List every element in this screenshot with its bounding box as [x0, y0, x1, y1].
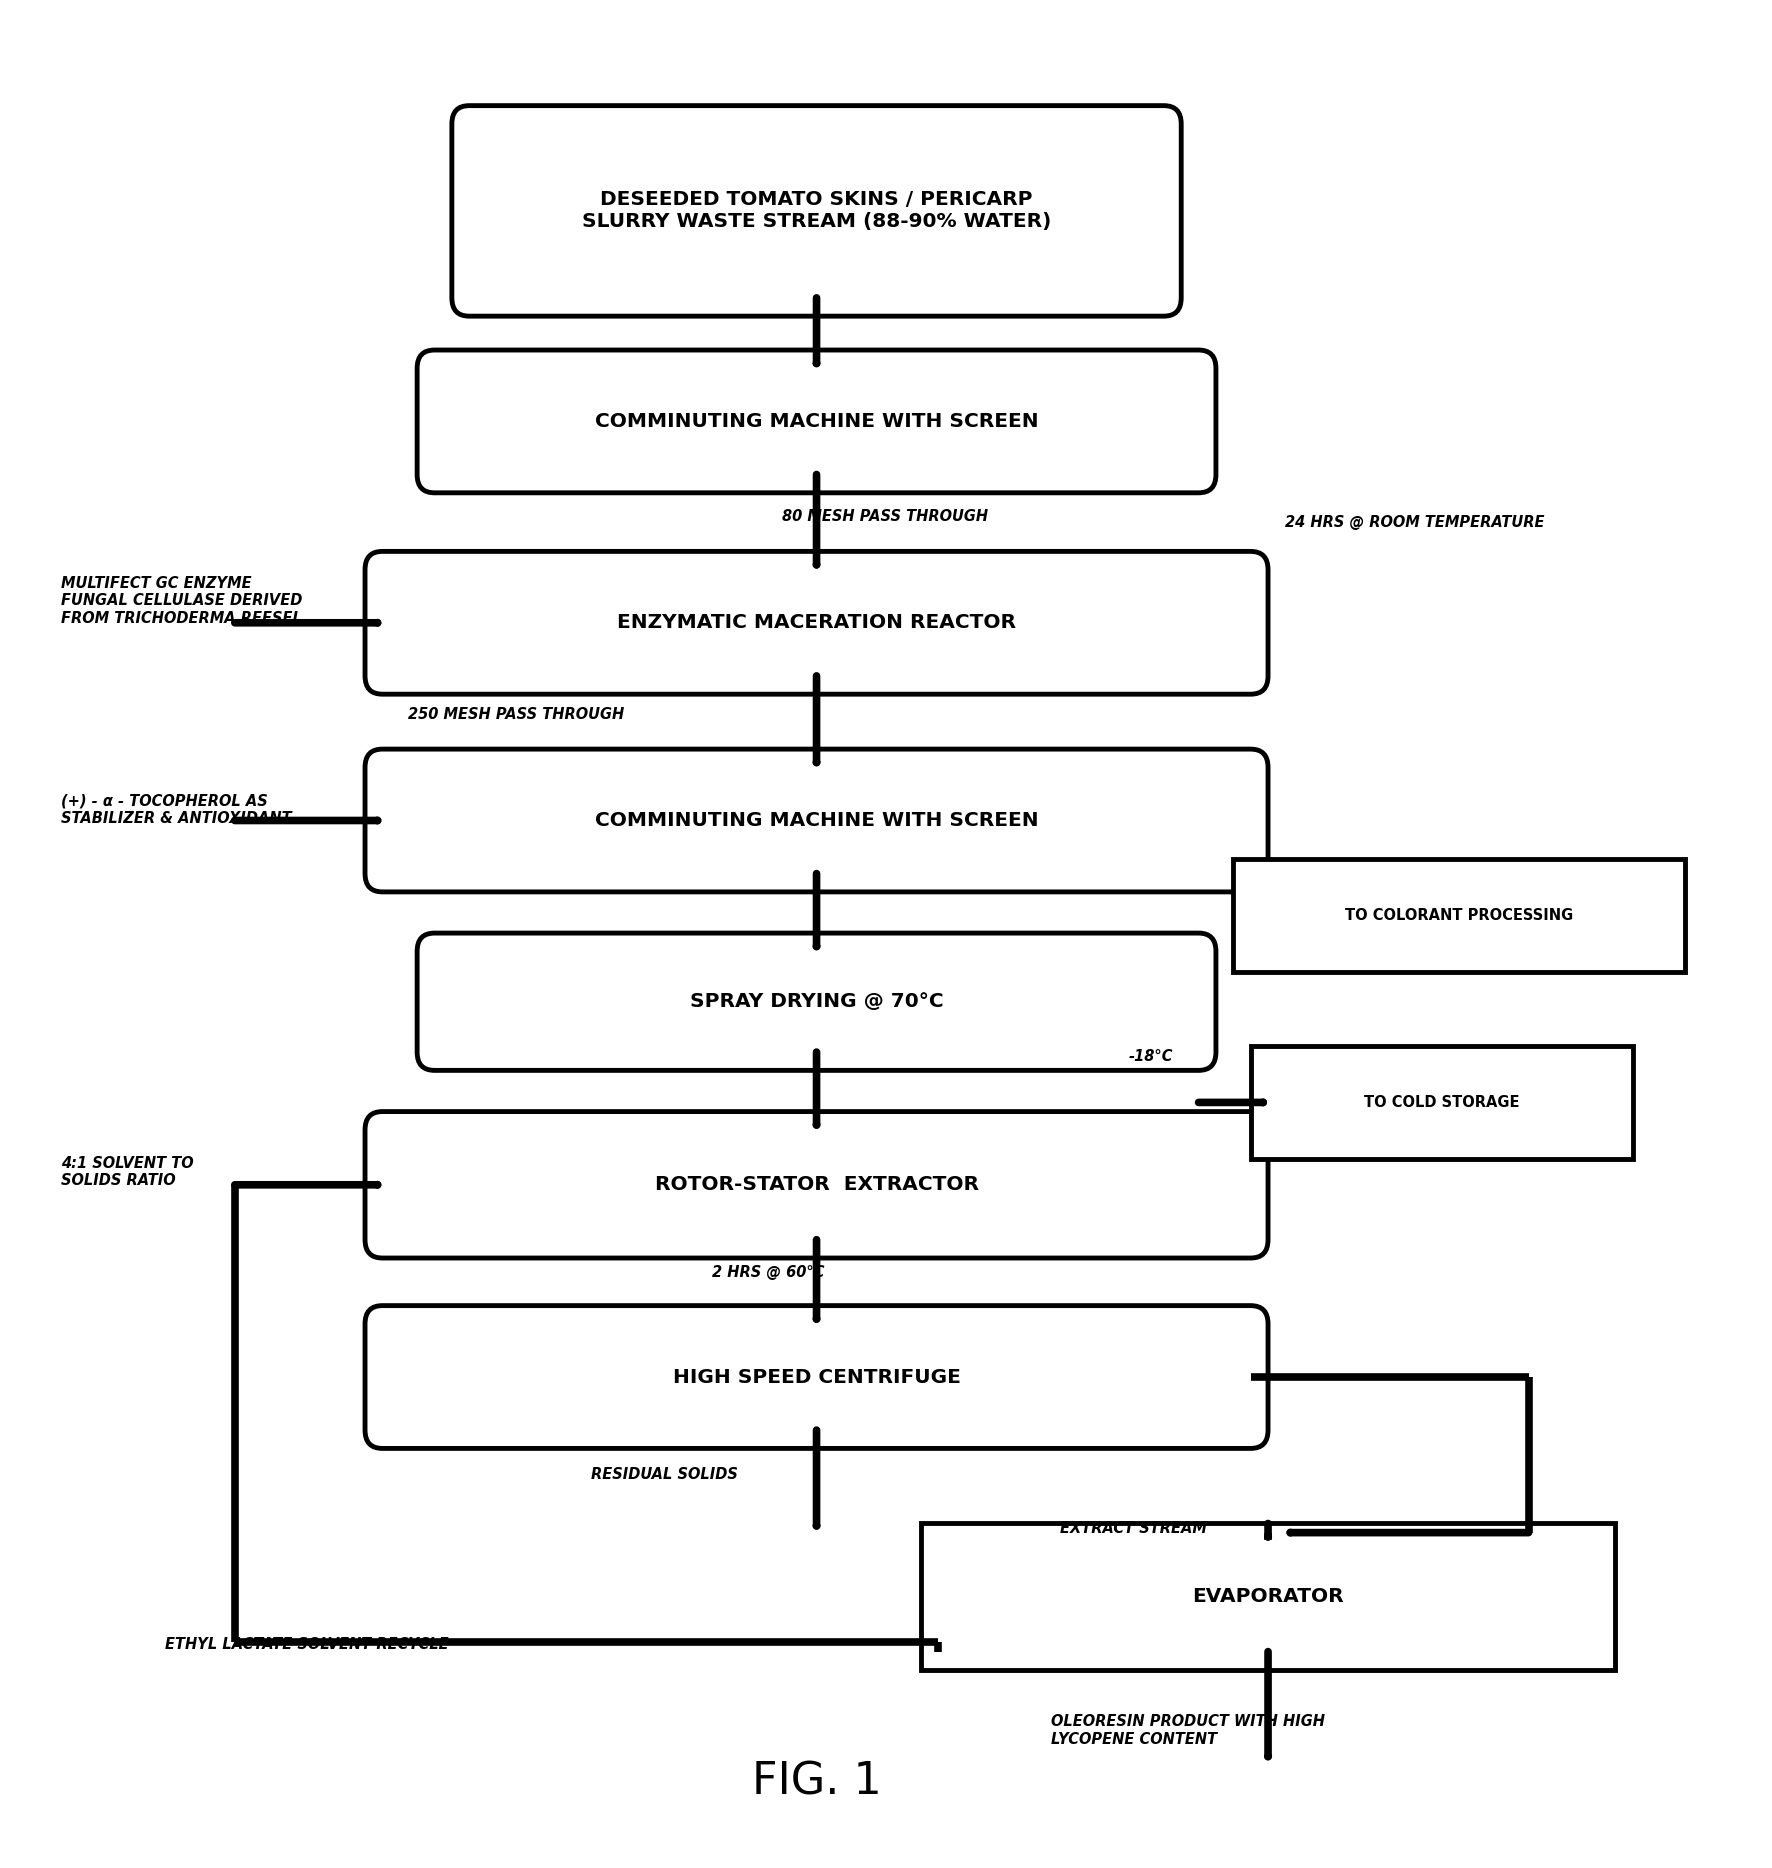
Text: COMMINUTING MACHINE WITH SCREEN: COMMINUTING MACHINE WITH SCREEN — [595, 811, 1038, 829]
FancyBboxPatch shape — [452, 106, 1182, 316]
FancyBboxPatch shape — [365, 749, 1269, 891]
FancyBboxPatch shape — [416, 349, 1216, 493]
Text: COMMINUTING MACHINE WITH SCREEN: COMMINUTING MACHINE WITH SCREEN — [595, 413, 1038, 432]
FancyBboxPatch shape — [1233, 859, 1685, 973]
Text: FIG. 1: FIG. 1 — [751, 1760, 881, 1804]
FancyBboxPatch shape — [365, 1111, 1269, 1257]
Text: ROTOR-STATOR  EXTRACTOR: ROTOR-STATOR EXTRACTOR — [654, 1175, 978, 1194]
Text: (+) - α - TOCOPHEROL AS
STABILIZER & ANTIOXIDANT: (+) - α - TOCOPHEROL AS STABILIZER & ANT… — [60, 794, 292, 826]
Text: ETHYL LACTATE SOLVENT RECYCLE: ETHYL LACTATE SOLVENT RECYCLE — [165, 1636, 448, 1651]
Text: ENZYMATIC MACERATION REACTOR: ENZYMATIC MACERATION REACTOR — [617, 613, 1015, 631]
Text: TO COLORANT PROCESSING: TO COLORANT PROCESSING — [1345, 908, 1574, 923]
Text: DESEEDED TOMATO SKINS / PERICARP
SLURRY WASTE STREAM (88-90% WATER): DESEEDED TOMATO SKINS / PERICARP SLURRY … — [581, 191, 1051, 232]
Text: MULTIFECT GC ENZYME
FUNGAL CELLULASE DERIVED
FROM TRICHODERMA REESEI: MULTIFECT GC ENZYME FUNGAL CELLULASE DER… — [60, 575, 303, 626]
FancyBboxPatch shape — [416, 934, 1216, 1070]
Text: SPRAY DRYING @ 70°C: SPRAY DRYING @ 70°C — [689, 992, 943, 1011]
Text: -18°C: -18°C — [1129, 1050, 1173, 1065]
Text: 24 HRS @ ROOM TEMPERATURE: 24 HRS @ ROOM TEMPERATURE — [1285, 514, 1545, 531]
Text: OLEORESIN PRODUCT WITH HIGH
LYCOPENE CONTENT: OLEORESIN PRODUCT WITH HIGH LYCOPENE CON… — [1051, 1715, 1325, 1747]
FancyBboxPatch shape — [1251, 1046, 1632, 1160]
Text: 250 MESH PASS THROUGH: 250 MESH PASS THROUGH — [408, 706, 626, 721]
Text: 2 HRS @ 60°C: 2 HRS @ 60°C — [712, 1265, 824, 1280]
Text: EVAPORATOR: EVAPORATOR — [1193, 1588, 1343, 1606]
Text: HIGH SPEED CENTRIFUGE: HIGH SPEED CENTRIFUGE — [673, 1367, 960, 1386]
Text: EXTRACT STREAM: EXTRACT STREAM — [1060, 1521, 1207, 1537]
Text: 80 MESH PASS THROUGH: 80 MESH PASS THROUGH — [781, 510, 989, 525]
FancyBboxPatch shape — [365, 551, 1269, 695]
FancyBboxPatch shape — [921, 1524, 1616, 1670]
Text: RESIDUAL SOLIDS: RESIDUAL SOLIDS — [590, 1466, 737, 1481]
FancyBboxPatch shape — [365, 1306, 1269, 1448]
Text: TO COLD STORAGE: TO COLD STORAGE — [1364, 1095, 1519, 1110]
Text: 4:1 SOLVENT TO
SOLIDS RATIO: 4:1 SOLVENT TO SOLIDS RATIO — [60, 1156, 193, 1188]
